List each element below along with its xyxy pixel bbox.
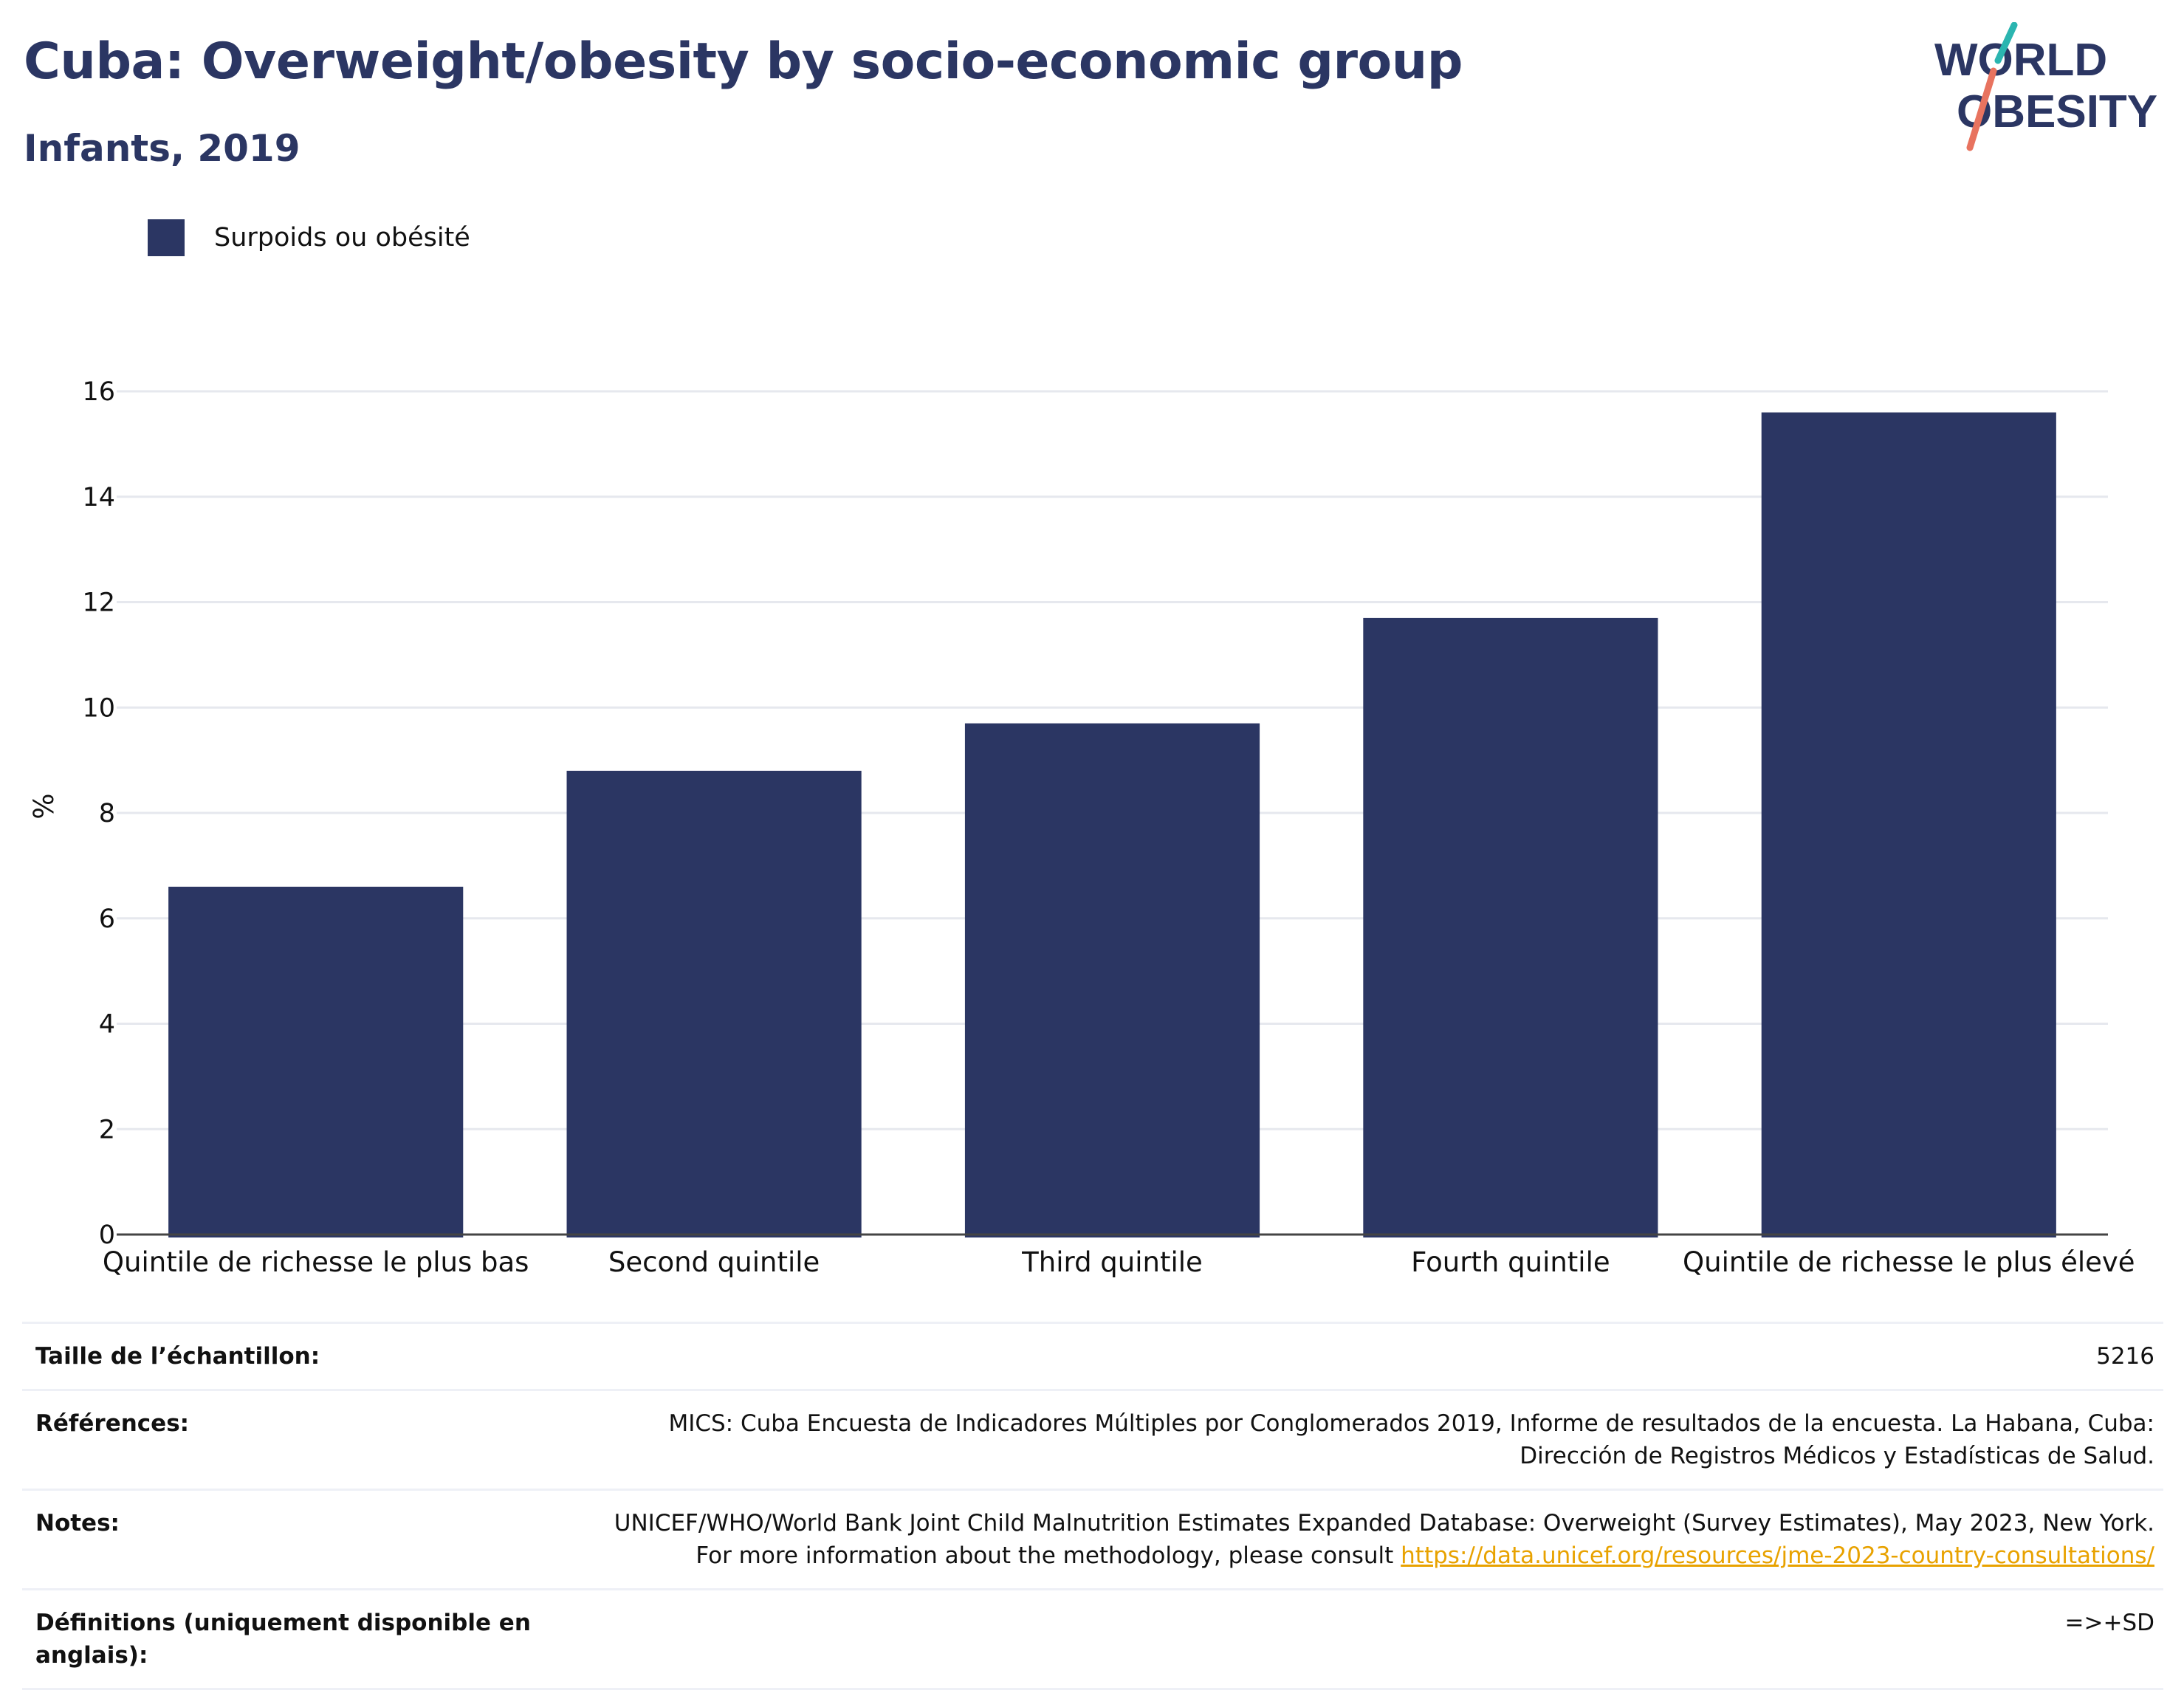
y-tick-label: 10	[82, 693, 115, 723]
logo-line1: WORLD	[1934, 35, 2107, 86]
x-tick-label: Third quintile	[1021, 1246, 1203, 1278]
notes-label: Notes:	[35, 1510, 120, 1537]
sample-size-value: 5216	[2096, 1343, 2154, 1370]
definitions-value: =>+SD	[2064, 1610, 2154, 1636]
legend-label: Surpoids ou obésité	[214, 223, 470, 253]
definitions-label: Définitions (uniquement disponible en an…	[35, 1610, 531, 1669]
y-tick-label: 16	[82, 377, 115, 407]
info-table: Taille de l’échantillon: 5216 Références…	[22, 1322, 2163, 1690]
y-tick-label: 4	[99, 1010, 115, 1040]
chart-subtitle: Infants, 2019	[24, 127, 301, 170]
x-tick-label: Quintile de richesse le plus élevé	[1683, 1246, 2135, 1278]
bar[interactable]	[566, 770, 862, 1237]
y-tick-label: 6	[99, 904, 115, 934]
chart-title: Cuba: Overweight/obesity by socio-econom…	[24, 32, 1463, 91]
y-tick-labels: 0 2 4 6 8 10 12 14 16	[82, 377, 115, 1250]
references-label: Références:	[35, 1410, 190, 1437]
logo-slash-teal	[1994, 22, 2018, 64]
info-row-sample-size: Taille de l’échantillon: 5216	[22, 1322, 2163, 1389]
y-axis-title: %	[28, 793, 60, 819]
bar-chart: 0 2 4 6 8 10 12 14 16 Quintile de richesse le pl…	[28, 377, 2135, 1278]
notes-text: UNICEF/WHO/World Bank Joint Child Malnut…	[614, 1510, 2154, 1569]
y-tick-label: 2	[99, 1115, 115, 1144]
bars	[168, 412, 2056, 1237]
x-tick-label: Fourth quintile	[1411, 1246, 1610, 1278]
bar[interactable]	[964, 723, 1260, 1237]
bar[interactable]	[168, 886, 464, 1237]
info-row-notes: Notes: UNICEF/WHO/World Bank Joint Child…	[22, 1489, 2163, 1588]
y-tick-label: 0	[99, 1220, 115, 1250]
legend[interactable]: Surpoids ou obésité	[148, 219, 470, 257]
logo-line2: OBESITY	[1957, 86, 2157, 137]
sample-size-label: Taille de l’échantillon:	[35, 1343, 320, 1370]
x-tick-labels: Quintile de richesse le plus bas Second q…	[103, 1246, 2135, 1278]
world-obesity-logo: WORLD OBESITY	[1934, 22, 2157, 151]
references-value: MICS: Cuba Encuesta de Indicadores Múlti…	[668, 1410, 2154, 1469]
notes-link[interactable]: https://data.unicef.org/resources/jme-20…	[1401, 1542, 2154, 1569]
info-row-definitions: Définitions (uniquement disponible en an…	[22, 1588, 2163, 1690]
y-tick-label: 14	[82, 483, 115, 512]
y-tick-label: 8	[99, 799, 115, 828]
x-tick-label: Second quintile	[608, 1246, 820, 1278]
y-tick-label: 12	[82, 588, 115, 618]
notes-value: UNICEF/WHO/World Bank Joint Child Malnut…	[613, 1507, 2163, 1572]
legend-swatch	[148, 219, 185, 256]
bar[interactable]	[1761, 412, 2056, 1237]
logo-slash-coral	[1966, 67, 1997, 151]
bar[interactable]	[1363, 617, 1658, 1237]
info-row-references: Références: MICS: Cuba Encuesta de Indic…	[22, 1389, 2163, 1489]
x-tick-label: Quintile de richesse le plus bas	[103, 1246, 529, 1278]
